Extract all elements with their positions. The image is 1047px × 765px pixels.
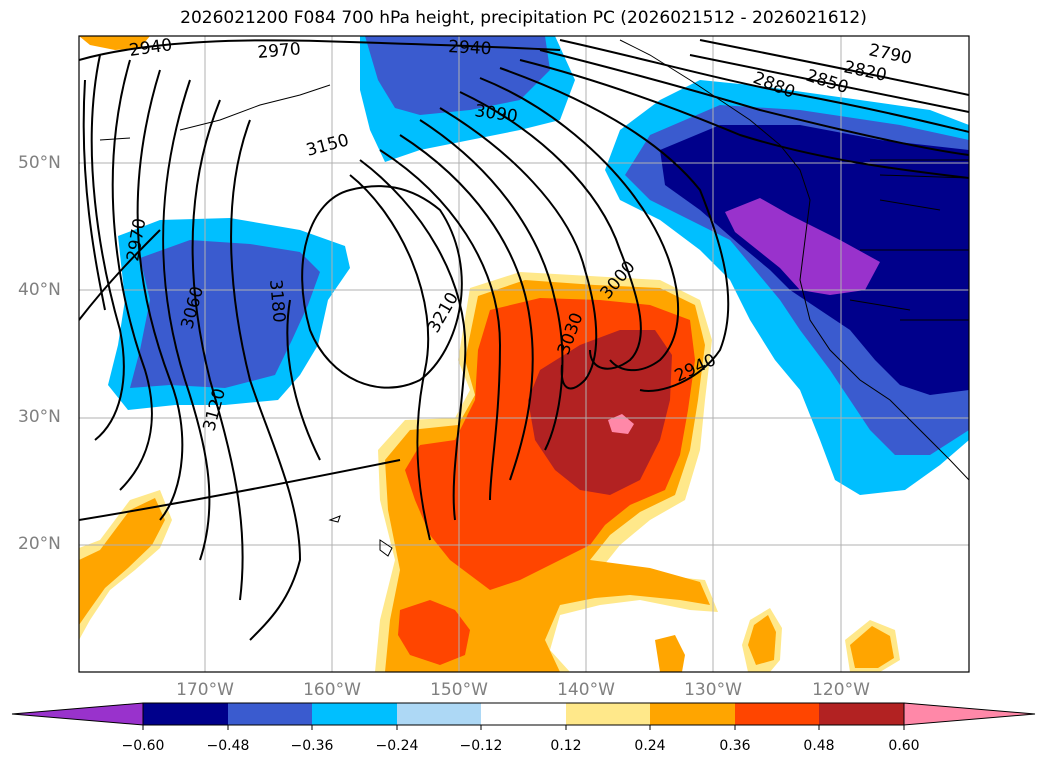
colorbar-tick-label: 0.12 <box>550 738 582 754</box>
contour-2820 <box>689 54 969 113</box>
central-warm-darkred <box>528 330 672 495</box>
colorbar-tick-label: −0.48 <box>206 738 250 754</box>
lat-label-20n: 20°N <box>18 534 61 554</box>
contour-3090-w <box>162 79 211 561</box>
lon-label-140w: 140°W <box>557 680 615 700</box>
contour-3060-e <box>419 119 564 451</box>
contour-top-arc <box>79 39 561 61</box>
colorbar <box>11 702 1036 730</box>
contour-2880 <box>539 49 969 156</box>
contour-3000-w <box>90 54 125 441</box>
coastlines <box>99 39 969 557</box>
contour-3180-w <box>286 299 321 461</box>
colorbar-tick-label: −0.60 <box>121 738 165 754</box>
contour-label: 2970 <box>257 39 302 63</box>
contour-3150-w <box>230 119 302 641</box>
lon-label-130w: 130°W <box>684 680 742 700</box>
sw-warm-patch-inner <box>79 498 165 625</box>
colorbar-bin <box>397 703 481 725</box>
contour-2910 <box>519 59 969 179</box>
contour-3180 <box>349 174 431 541</box>
colorbar-extend-left <box>11 702 144 726</box>
colorbar-bin <box>228 703 312 725</box>
contour-3030-w <box>111 59 153 491</box>
colorbar-tick-label: −0.24 <box>375 738 419 754</box>
contour-3150 <box>359 159 467 521</box>
contour-3090 <box>399 134 534 481</box>
contour-2850 <box>559 39 969 133</box>
map-title: 2026021200 F084 700 hPa height, precipit… <box>180 8 867 28</box>
central-warm-red-south <box>398 600 470 665</box>
contour-2940 <box>499 67 730 392</box>
map-plot-area: 2940 2970 2940 3090 3150 2790 2820 2850 … <box>79 36 969 672</box>
contour-2940-w <box>79 229 161 321</box>
colorbar-bin <box>143 703 228 725</box>
contour-2970-w <box>82 79 106 311</box>
nw-warm-patch <box>79 36 150 50</box>
colorbar-tick-label: 0.24 <box>634 738 666 754</box>
contour-2970-e <box>479 77 680 372</box>
colorbar-bin <box>819 703 904 725</box>
s-warm-patch <box>655 635 685 672</box>
colorbar-bin <box>481 703 566 725</box>
map-frame <box>78 35 970 673</box>
colorbar-bin <box>735 703 819 725</box>
colorbar-bin <box>312 703 397 725</box>
se-warm-patch-1-inner <box>748 615 776 665</box>
central-warm-pink <box>608 414 634 434</box>
contour-3030 <box>439 107 598 390</box>
lat-label-30n: 30°N <box>18 407 61 427</box>
height-contours <box>79 39 969 641</box>
contour-3120 <box>191 99 244 601</box>
negative-anomaly-field <box>108 36 969 495</box>
contour-3120-e <box>379 149 502 501</box>
colorbar-tick-label: −0.12 <box>459 738 503 754</box>
contour-3000 <box>459 91 642 370</box>
colorbar-bin <box>566 703 650 725</box>
colorbar-tick-label: 0.48 <box>803 738 835 754</box>
lat-label-50n: 50°N <box>18 153 61 173</box>
lat-label-40n: 40°N <box>18 280 61 300</box>
contour-label: 2940 <box>448 37 492 59</box>
colorbar-extend-right <box>903 702 1036 726</box>
north-blue-inner <box>365 36 550 115</box>
contour-3210 <box>301 185 463 389</box>
contour-3060 <box>136 69 184 521</box>
contour-2790 <box>699 39 969 96</box>
lon-label-150w: 150°W <box>430 680 488 700</box>
positive-anomaly-field <box>79 36 900 672</box>
contour-label: 3180 <box>265 279 289 324</box>
colorbar-tick-label: −0.36 <box>290 738 334 754</box>
lon-label-160w: 160°W <box>303 680 361 700</box>
se-warm-patch-2-inner <box>850 626 894 668</box>
contour-south-arc <box>79 459 401 521</box>
lon-label-120w: 120°W <box>812 680 870 700</box>
colorbar-tick-label: 0.60 <box>888 738 920 754</box>
lon-label-170w: 170°W <box>176 680 234 700</box>
colorbar-bin <box>650 703 735 725</box>
colorbar-tick-label: 0.36 <box>719 738 751 754</box>
